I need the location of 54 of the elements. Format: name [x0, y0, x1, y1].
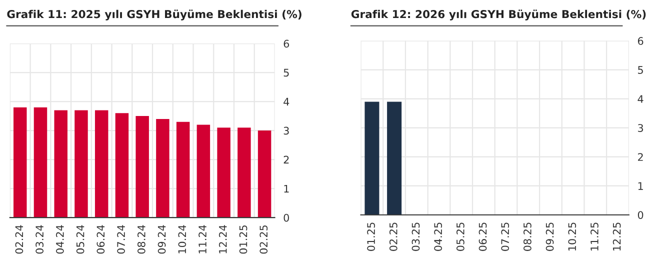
chart-title: Grafik 12: 2026 yılı GSYH Büyüme Beklentisi (%): [351, 10, 646, 20]
x-tick-label: 08.25: [524, 222, 532, 251]
x-tick-label: 12.24: [218, 225, 227, 254]
bar: [74, 110, 88, 218]
bar: [196, 124, 210, 218]
y-tick-label: 5: [284, 68, 289, 77]
x-tick-label: 10.24: [178, 225, 186, 254]
x-tick-label: 06.24: [96, 225, 105, 254]
x-tick-label: 02.25: [389, 222, 398, 251]
bar: [176, 122, 190, 218]
x-tick-label: 02.25: [260, 225, 268, 254]
chart-title: Grafik 11: 2025 yılı GSYH Büyüme Beklentisi (%): [7, 10, 302, 20]
x-tick-label: 01.25: [367, 222, 375, 251]
y-tick-label: 4: [638, 95, 644, 103]
x-tick-label: 12.25: [612, 222, 621, 250]
x-tick-label: 04.24: [56, 225, 64, 254]
y-tick-label: 6: [638, 37, 644, 45]
y-tick-label: 3: [284, 126, 289, 135]
x-tick-label: 07.24: [117, 225, 125, 254]
y-tick-label: 3: [638, 124, 644, 132]
x-tick-label: 01.25: [239, 225, 248, 254]
bar: [54, 110, 68, 218]
x-tick-label: 05.25: [456, 222, 464, 251]
x-tick-label: 06.25: [478, 222, 487, 251]
bar: [13, 107, 27, 218]
y-tick-label: 1: [638, 182, 643, 190]
y-tick-label: 2: [638, 153, 643, 161]
x-tick-label: 08.24: [137, 225, 146, 254]
x-tick-label: 10.25: [568, 222, 576, 250]
y-tick-label: 5: [638, 66, 643, 74]
x-tick-label: 03.24: [36, 225, 44, 254]
bar: [94, 110, 108, 218]
bar: [238, 128, 251, 218]
x-tick-label: 11.24: [198, 225, 206, 254]
x-tick-label: 07.25: [501, 222, 510, 251]
bar: [217, 128, 230, 218]
y-tick-label: 1: [284, 184, 289, 193]
y-tick-label: 2: [284, 156, 289, 164]
x-tick-label: 03.25: [412, 222, 420, 251]
x-tick-label: 05.24: [76, 225, 84, 254]
y-tick-label: 6: [284, 40, 290, 48]
y-tick-label: 0: [284, 214, 289, 222]
bar: [258, 130, 272, 218]
x-tick-label: 11.25: [590, 222, 598, 250]
y-tick-label: 4: [284, 98, 290, 106]
x-tick-label: 02.24: [15, 225, 24, 254]
y-tick-label: 0: [638, 211, 644, 219]
bar: [34, 107, 48, 218]
bar: [156, 118, 170, 218]
bar: [136, 116, 149, 218]
x-tick-label: 04.25: [434, 222, 442, 251]
bar: [115, 113, 129, 218]
x-tick-label: 09.25: [546, 222, 554, 251]
x-tick-label: 09.24: [158, 225, 166, 254]
